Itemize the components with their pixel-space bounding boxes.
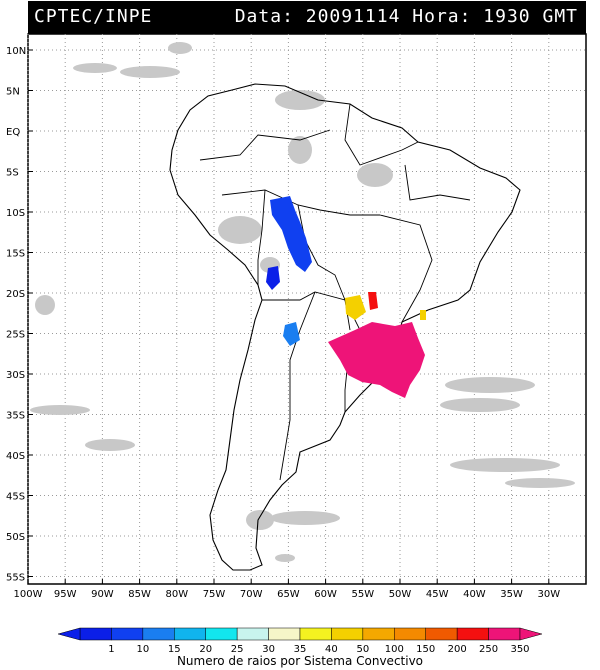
- colorbar-swatch: [142, 627, 175, 641]
- longitude-label: 85W: [128, 589, 151, 600]
- colorbar-tick-label: 30: [262, 644, 275, 655]
- colorbar-swatch: [331, 627, 364, 641]
- longitude-labels: 100W 95W 90W 85W 80W 75W 70W 65W 60W 55W 50W 45W 40W…: [14, 579, 560, 600]
- colorbar-tick-label: 1: [108, 644, 114, 655]
- colorbar-tick-label: 150: [416, 644, 435, 655]
- longitude-label: 35W: [500, 589, 523, 600]
- lightning-cluster-sao-paulo: [420, 310, 426, 320]
- datetime-label: Data: 20091114 Hora: 1930 GMT: [234, 6, 578, 27]
- latitude-label: 45S: [6, 492, 25, 503]
- longitude-label: 40W: [463, 589, 486, 600]
- colorbar-tick-label: 50: [356, 644, 369, 655]
- colorbar-swatch: [394, 627, 426, 641]
- colorbar-swatch: [79, 627, 112, 641]
- grid-lines: [27, 34, 586, 584]
- longitude-label: 90W: [91, 589, 114, 600]
- colorbar-right-arrow: [519, 627, 543, 641]
- map-frame: [27, 33, 587, 585]
- colorbar-tick-label: 350: [510, 644, 529, 655]
- colorbar-swatch: [111, 627, 144, 641]
- colorbar-tick-label: 35: [294, 644, 307, 655]
- colorbar-tick-label: 250: [479, 644, 498, 655]
- lightning-cluster-parana: [368, 292, 378, 310]
- longitude-label: 70W: [240, 589, 263, 600]
- latitude-label: 15S: [6, 249, 25, 260]
- latitude-label: EQ: [6, 127, 20, 138]
- longitude-label: 50W: [389, 589, 412, 600]
- latitude-label: 5N: [6, 87, 20, 98]
- lightning-cluster-south: [328, 322, 425, 398]
- latitude-labels: 10N 5N EQ 5S 10S 15S 20S 25S 30S 35S 40S 45S 50S 55S: [6, 46, 33, 584]
- colorbar-tick-label: 40: [325, 644, 338, 655]
- map-header: CPTEC/INPE Data: 20091114 Hora: 1930 GMT: [28, 1, 586, 34]
- longitude-label: 55W: [351, 589, 374, 600]
- latitude-label: 10N: [6, 46, 26, 57]
- latitude-label: 10S: [6, 208, 25, 219]
- colorbar-swatch: [236, 627, 269, 641]
- latitude-label: 40S: [6, 451, 25, 462]
- longitude-label: 60W: [314, 589, 337, 600]
- latitude-label: 50S: [6, 532, 25, 543]
- colorbar-swatch: [456, 627, 489, 641]
- colorbar: 1 10 15 20 25 30 35 40 50 100 150 200 250 350: [57, 627, 543, 655]
- colorbar-swatch: [362, 627, 395, 641]
- colorbar-tick-label: 25: [231, 644, 244, 655]
- colorbar-title: Numero de raios por Sistema Convectivo: [176, 654, 424, 668]
- south-america-coastline: [169, 83, 521, 571]
- longitude-label: 65W: [277, 589, 300, 600]
- lightning-cluster-bolivia: [270, 196, 312, 272]
- latitude-label: 5S: [6, 168, 19, 179]
- latitude-label: 55S: [6, 573, 25, 584]
- colorbar-swatch: [488, 627, 521, 641]
- longitude-label: 45W: [426, 589, 449, 600]
- longitude-label: 30W: [537, 589, 560, 600]
- colorbar-tick-label: 100: [385, 644, 404, 655]
- colorbar-tick-label: 20: [199, 644, 212, 655]
- longitude-label: 95W: [54, 589, 77, 600]
- lightning-clusters: [266, 196, 426, 398]
- colorbar-swatch: [425, 627, 458, 641]
- source-label: CPTEC/INPE: [34, 6, 153, 27]
- latitude-label: 35S: [6, 411, 25, 422]
- lightning-cluster-mato-grosso: [345, 295, 366, 320]
- colorbar-left-arrow: [57, 627, 81, 641]
- latitude-label: 20S: [6, 289, 25, 300]
- colorbar-swatch: [268, 627, 301, 641]
- colorbar-tick-label: 200: [448, 644, 467, 655]
- cloud-cover: [30, 42, 575, 562]
- colorbar-swatch: [299, 627, 332, 641]
- colorbar-tick-label: 15: [168, 644, 181, 655]
- colorbar-swatch: [205, 627, 238, 641]
- longitude-label: 100W: [14, 589, 43, 600]
- longitude-label: 80W: [165, 589, 188, 600]
- colorbar-tick-label: 10: [136, 644, 149, 655]
- latitude-label: 25S: [6, 330, 25, 341]
- colorbar-swatch: [174, 627, 206, 641]
- lightning-cluster-peru: [266, 266, 280, 290]
- lightning-cluster-argentina: [283, 322, 300, 346]
- longitude-label: 75W: [203, 589, 226, 600]
- latitude-label: 30S: [6, 370, 25, 381]
